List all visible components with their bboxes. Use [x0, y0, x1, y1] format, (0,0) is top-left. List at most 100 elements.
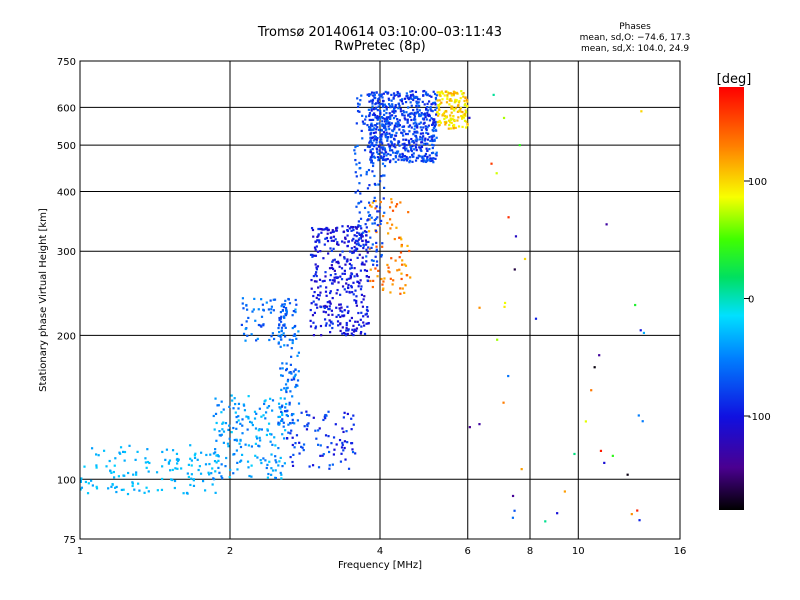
data-point	[421, 138, 424, 141]
data-point	[375, 230, 378, 234]
data-point	[436, 121, 439, 124]
data-point	[350, 316, 354, 320]
data-point	[370, 205, 373, 208]
data-point	[351, 239, 354, 242]
data-point	[255, 339, 258, 342]
data-point	[407, 211, 410, 214]
data-point	[374, 124, 377, 127]
phase-stats-title: Phases	[619, 22, 651, 32]
data-point	[352, 293, 355, 296]
data-point	[318, 241, 321, 244]
data-point	[358, 211, 361, 214]
data-point	[245, 415, 248, 418]
data-point	[333, 258, 336, 261]
data-point	[365, 115, 368, 118]
data-point	[421, 117, 425, 120]
data-point	[368, 112, 372, 115]
data-point	[358, 103, 361, 106]
data-point	[396, 152, 399, 155]
data-point	[330, 320, 333, 323]
data-point	[285, 414, 288, 417]
data-point	[386, 139, 389, 142]
data-point	[400, 263, 404, 266]
data-point	[306, 413, 309, 417]
data-point	[350, 442, 354, 445]
data-point	[433, 118, 436, 121]
data-point	[357, 323, 361, 326]
data-point	[147, 490, 150, 493]
data-point	[342, 230, 346, 233]
data-point	[297, 402, 301, 405]
data-point	[391, 133, 394, 137]
data-point	[432, 129, 435, 133]
data-point	[413, 125, 417, 128]
data-point	[457, 116, 460, 119]
data-point	[161, 450, 164, 454]
data-point	[362, 231, 365, 234]
data-point	[293, 375, 296, 378]
data-point	[324, 413, 327, 417]
data-point	[355, 327, 359, 330]
data-point	[247, 316, 250, 320]
data-point	[386, 92, 389, 95]
data-point	[392, 151, 395, 154]
data-point	[176, 462, 179, 465]
data-point	[394, 259, 397, 262]
data-point	[428, 119, 431, 122]
data-point	[383, 174, 386, 177]
data-point	[382, 103, 385, 107]
data-point	[315, 296, 318, 299]
data-point	[423, 121, 426, 124]
data-point	[464, 114, 467, 117]
data-point	[431, 159, 434, 162]
data-point	[388, 112, 391, 115]
data-point	[398, 268, 401, 271]
data-point	[293, 422, 296, 425]
data-point	[338, 307, 341, 310]
data-point	[320, 334, 323, 337]
data-point	[412, 152, 415, 155]
data-point	[371, 222, 374, 225]
data-point	[367, 168, 371, 172]
data-point	[358, 281, 361, 285]
data-point	[345, 290, 348, 293]
data-point	[368, 204, 372, 207]
data-point	[407, 114, 410, 117]
data-point	[274, 469, 277, 472]
data-point	[502, 116, 506, 120]
data-point	[283, 335, 287, 338]
data-point	[136, 450, 139, 453]
data-point	[326, 446, 329, 449]
chart-title: Tromsø 20140614 03:10:00–03:11:43	[257, 25, 503, 40]
data-point	[430, 117, 433, 120]
data-point	[315, 437, 318, 440]
data-point	[319, 454, 322, 457]
data-point	[405, 159, 409, 162]
data-point	[250, 333, 253, 336]
data-point	[345, 329, 348, 332]
data-point	[397, 122, 400, 125]
data-point	[392, 279, 395, 282]
data-point	[114, 457, 117, 460]
data-point	[321, 454, 324, 457]
data-point	[214, 491, 217, 494]
data-point	[364, 118, 367, 121]
data-point	[221, 422, 224, 425]
data-point	[279, 374, 283, 377]
data-point	[440, 91, 443, 94]
data-point	[132, 473, 135, 476]
data-point	[220, 475, 223, 478]
data-point	[371, 164, 375, 168]
data-point	[413, 113, 416, 116]
data-point	[426, 157, 429, 160]
data-point	[315, 274, 318, 278]
data-point	[253, 410, 257, 413]
data-point	[279, 367, 282, 370]
data-point	[414, 159, 418, 162]
data-point	[316, 306, 319, 309]
data-point	[327, 252, 330, 255]
data-point	[280, 333, 283, 337]
data-point	[288, 302, 292, 305]
y-tick-label: 100	[57, 475, 76, 486]
data-point	[281, 433, 284, 436]
